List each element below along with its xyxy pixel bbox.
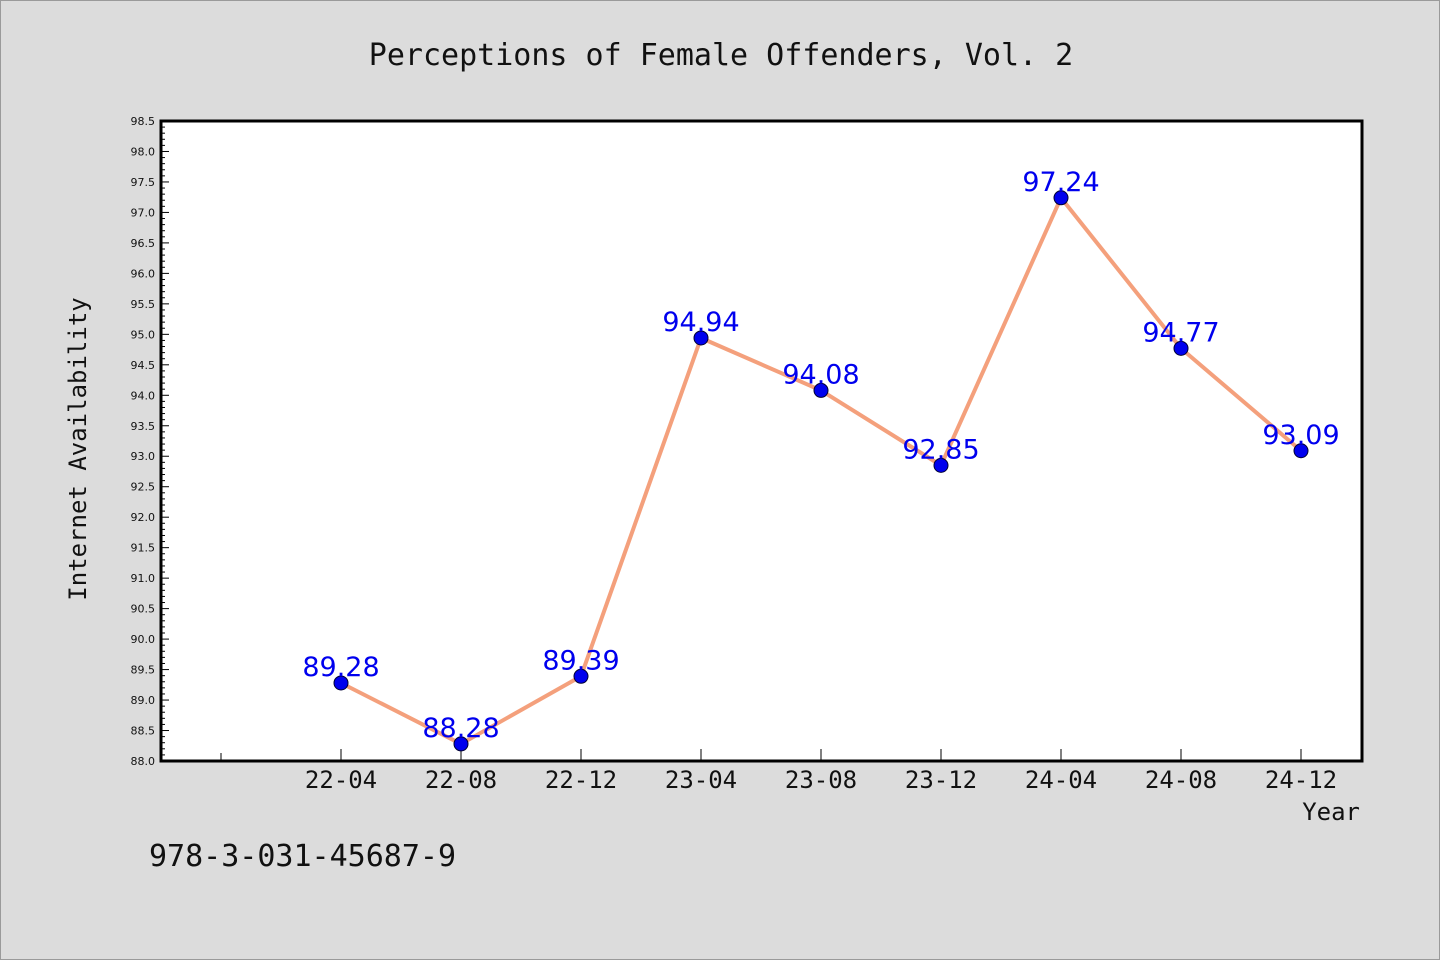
plot-frame: [159, 119, 1364, 763]
data-labels: 89.28 88.28 89.39 94.94 94.08 92.85 97.24 94.77…: [302, 167, 1339, 744]
y-tick-label: 90.0: [131, 633, 156, 646]
y-tick-label: 90.5: [131, 603, 156, 616]
y-tick-label: 94.0: [131, 389, 156, 402]
y-tick-label: 93.5: [131, 420, 156, 433]
x-tick-label: 22-04: [305, 766, 377, 794]
y-tick-label: 98.0: [131, 145, 156, 158]
y-tick-label: 91.5: [131, 542, 156, 555]
data-label: 94.08: [782, 359, 859, 390]
x-tick-label: 23-12: [905, 766, 977, 794]
y-tick-label: 94.5: [131, 359, 156, 372]
x-tick-label: 24-12: [1265, 766, 1337, 794]
y-tick-label: 97.0: [131, 206, 156, 219]
data-label: 88.28: [422, 713, 499, 744]
y-tick-label: 96.0: [131, 267, 156, 280]
x-tick-label: 24-04: [1025, 766, 1097, 794]
x-tick-label: 24-08: [1145, 766, 1217, 794]
data-point: [1173, 340, 1189, 356]
y-tick-label: 92.5: [131, 481, 156, 494]
data-label: 92.85: [902, 434, 979, 465]
x-axis: 22-04 22-08 22-12 23-04 23-08 23-12 24-04 24-08…: [220, 749, 1337, 794]
y-tick-label: 91.0: [131, 572, 156, 585]
data-point: [573, 668, 589, 684]
x-tick-label: 23-08: [785, 766, 857, 794]
y-tick-label: 89.5: [131, 664, 156, 677]
y-axis: 88.0 88.5 89.0 89.5 90.0 90.5 91.0 91.5 92.0 92.5…: [131, 115, 169, 768]
data-label: 89.28: [302, 652, 379, 683]
y-tick-label: 95.5: [131, 298, 156, 311]
x-tick-label: 22-12: [545, 766, 617, 794]
isbn-text: 978-3-031-45687-9: [149, 839, 456, 874]
chart-title: Perceptions of Female Offenders, Vol. 2: [369, 38, 1073, 73]
y-tick-label: 88.5: [131, 725, 156, 738]
data-point: [813, 382, 829, 398]
data-point: [453, 736, 469, 752]
plot-area: [161, 121, 1362, 761]
y-tick-label: 95.0: [131, 328, 156, 341]
data-point: [933, 457, 949, 473]
y-axis-label: Internet Availability: [64, 297, 92, 600]
y-tick-label: 93.0: [131, 450, 156, 463]
data-label: 94.94: [662, 307, 739, 338]
y-tick-label: 97.5: [131, 176, 156, 189]
data-point: [1293, 443, 1309, 459]
data-point: [693, 330, 709, 346]
x-tick-label: 23-04: [665, 766, 737, 794]
y-tick-label: 92.0: [131, 511, 156, 524]
series-markers: [333, 190, 1309, 752]
data-label: 94.77: [1142, 317, 1219, 348]
data-label: 93.09: [1262, 420, 1339, 451]
y-tick-label: 96.5: [131, 237, 156, 250]
y-tick-label: 88.0: [131, 755, 156, 768]
y-tick-label: 98.5: [131, 115, 156, 128]
data-point: [333, 675, 349, 691]
x-axis-label: Year: [1302, 798, 1360, 826]
data-point: [1053, 190, 1069, 206]
data-label: 97.24: [1022, 167, 1099, 198]
x-tick-label: 22-08: [425, 766, 497, 794]
data-label: 89.39: [542, 645, 619, 676]
y-tick-label: 89.0: [131, 694, 156, 707]
